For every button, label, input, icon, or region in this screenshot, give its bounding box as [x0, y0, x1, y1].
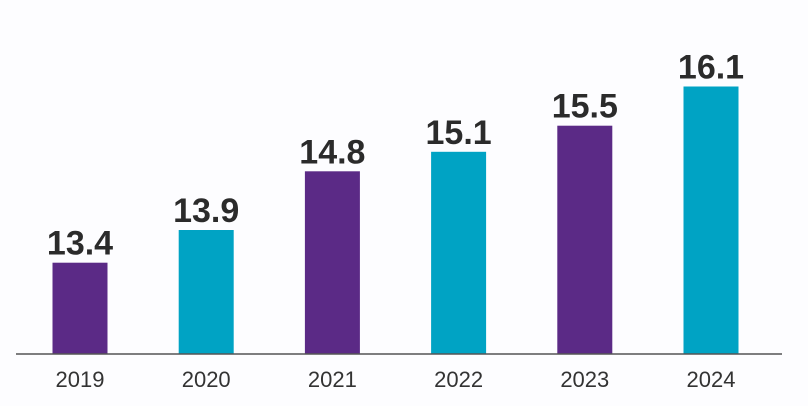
value-label-2022: 15.1: [426, 114, 492, 152]
bar-2020: [178, 230, 234, 354]
bar-2024: [683, 86, 739, 354]
bars-layer: [52, 86, 739, 354]
value-label-2023: 15.5: [552, 88, 618, 126]
bar-2021: [304, 171, 360, 354]
bar-2022: [431, 151, 487, 354]
value-label-2024: 16.1: [678, 49, 744, 87]
bar-2023: [557, 125, 613, 354]
x-tick-label-2022: 2022: [434, 367, 483, 392]
value-labels-layer: 13.4 13.9 14.8 15.1 15.5 16.1: [47, 49, 744, 263]
x-tick-label-2020: 2020: [182, 367, 231, 392]
value-label-2020: 13.9: [173, 192, 239, 230]
x-tick-label-2023: 2023: [560, 367, 609, 392]
x-tick-label-2021: 2021: [308, 367, 357, 392]
x-tick-label-2019: 2019: [56, 367, 105, 392]
value-label-2019: 13.4: [47, 225, 113, 263]
value-label-2021: 14.8: [299, 133, 365, 171]
x-tick-label-2024: 2024: [687, 367, 736, 392]
bar-2019: [52, 262, 108, 354]
x-tick-labels-layer: 2019 2020 2021 2022 2023 2024: [56, 367, 736, 392]
